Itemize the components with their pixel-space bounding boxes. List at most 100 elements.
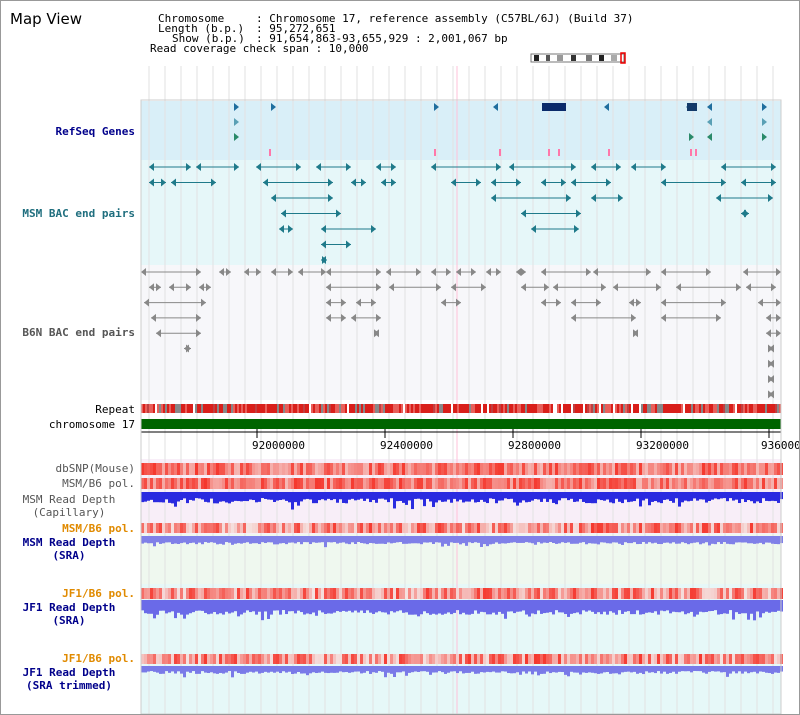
read-depth-bar xyxy=(573,536,576,544)
read-depth-bar xyxy=(585,536,588,545)
track-label-jf1-b6-pol-1[interactable]: JF1/B6 pol. xyxy=(62,587,135,600)
polymorphism-heat-cell xyxy=(264,523,267,533)
polymorphism-heat-cell xyxy=(663,463,666,475)
read-depth-bar xyxy=(402,600,405,613)
track-label-dbsnp[interactable]: dbSNP(Mouse) xyxy=(55,462,135,475)
read-depth-bar xyxy=(258,492,261,502)
polymorphism-heat-cell xyxy=(657,654,660,664)
polymorphism-heat-cell xyxy=(264,463,267,475)
polymorphism-heat-cell xyxy=(519,588,522,599)
polymorphism-heat-cell xyxy=(291,654,294,664)
repeat-segment xyxy=(177,404,179,413)
polymorphism-heat-cell xyxy=(675,654,678,664)
read-depth-bar xyxy=(141,600,144,611)
track-label-msm-bac[interactable]: MSM BAC end pairs xyxy=(22,207,135,220)
read-depth-bar xyxy=(630,492,633,502)
repeat-segment xyxy=(633,404,635,413)
polymorphism-heat-cell xyxy=(423,654,426,664)
msm-bac-pair-end xyxy=(196,163,201,171)
polymorphism-heat-cell xyxy=(717,588,720,599)
polymorphism-heat-cell xyxy=(201,478,204,489)
repeat-segment xyxy=(353,404,355,413)
read-depth-bar xyxy=(345,600,348,612)
repeat-segment xyxy=(305,404,307,413)
polymorphism-heat-cell xyxy=(573,588,576,599)
polymorphism-heat-cell xyxy=(444,463,447,475)
track-label-repeat[interactable]: Repeat xyxy=(95,403,135,416)
read-depth-bar xyxy=(459,600,462,615)
track-label-b6n-bac[interactable]: B6N BAC end pairs xyxy=(22,326,135,339)
read-depth-bar xyxy=(342,666,345,673)
read-depth-bar xyxy=(234,666,237,672)
polymorphism-heat-cell xyxy=(774,478,777,489)
b6n-bac-pair-end xyxy=(629,298,634,307)
read-depth-bar xyxy=(477,666,480,674)
track-label-chromosome[interactable]: chromosome 17 xyxy=(48,418,135,431)
read-depth-bar xyxy=(336,536,339,544)
polymorphism-heat-cell xyxy=(255,478,258,489)
read-depth-bar xyxy=(414,666,417,672)
polymorphism-heat-cell xyxy=(495,588,498,599)
polymorphism-heat-cell xyxy=(465,523,468,533)
b6n-bac-pair-end xyxy=(256,268,261,276)
track-label-msm-read-depth-sra[interactable]: MSM Read Depth (SRA) xyxy=(2,536,136,562)
repeat-segment xyxy=(579,404,581,413)
repeat-segment xyxy=(283,404,285,413)
repeat-segment xyxy=(241,404,243,413)
polymorphism-heat-cell xyxy=(393,588,396,599)
polymorphism-heat-cell xyxy=(702,463,705,475)
read-depth-bar xyxy=(603,666,606,673)
polymorphism-heat-cell xyxy=(639,463,642,475)
b6n-bac-pair-end xyxy=(196,268,201,276)
polymorphism-heat-cell xyxy=(756,654,759,664)
read-depth-bar xyxy=(672,600,675,612)
repeat-segment xyxy=(657,404,659,413)
b6n-bac-pair-end xyxy=(326,298,331,307)
read-depth-bar xyxy=(177,536,180,545)
read-depth-bar xyxy=(762,536,765,545)
read-depth-bar xyxy=(534,492,537,500)
msm-bac-pair-end xyxy=(721,178,726,187)
read-depth-bar xyxy=(309,666,312,674)
read-depth-bar xyxy=(543,492,546,499)
polymorphism-heat-cell xyxy=(141,523,144,533)
polymorphism-heat-cell xyxy=(249,463,252,475)
polymorphism-heat-cell xyxy=(696,463,699,475)
polymorphism-heat-cell xyxy=(546,463,549,475)
read-depth-bar xyxy=(153,536,156,547)
polymorphism-heat-cell xyxy=(162,463,165,475)
repeat-segment xyxy=(483,404,485,413)
polymorphism-heat-cell xyxy=(225,654,228,664)
read-depth-bar xyxy=(774,492,777,502)
track-label-jf1-read-depth-sra[interactable]: JF1 Read Depth (SRA) xyxy=(2,601,136,627)
track-label-refseq[interactable]: RefSeq Genes xyxy=(55,125,135,138)
track-label-msm-b6-pol-1[interactable]: MSM/B6 pol. xyxy=(62,477,135,490)
track-label-msm-read-depth-cap[interactable]: MSM Read Depth (Capillary) xyxy=(2,493,136,519)
track-label-jf1-b6-pol-2[interactable]: JF1/B6 pol. xyxy=(62,652,135,665)
polymorphism-heat-cell xyxy=(384,654,387,664)
read-depth-bar xyxy=(738,492,741,504)
polymorphism-heat-cell xyxy=(690,523,693,533)
read-depth-bar xyxy=(474,536,477,543)
polymorphism-heat-cell xyxy=(336,463,339,475)
polymorphism-heat-cell xyxy=(168,478,171,489)
track-label-msm-b6-pol-2[interactable]: MSM/B6 pol. xyxy=(62,522,135,535)
b6n-bac-pair-end xyxy=(431,268,436,276)
polymorphism-heat-cell xyxy=(300,654,303,664)
read-depth-bar xyxy=(621,492,624,504)
repeat-segment xyxy=(659,404,661,413)
repeat-segment xyxy=(297,404,299,413)
polymorphism-heat-cell xyxy=(252,478,255,489)
track-label-jf1-read-depth-trim[interactable]: JF1 Read Depth (SRA trimmed) xyxy=(2,666,136,692)
polymorphism-heat-cell xyxy=(246,523,249,533)
read-depth-bar xyxy=(243,536,246,543)
read-depth-bar xyxy=(750,492,753,502)
polymorphism-heat-cell xyxy=(306,588,309,599)
polymorphism-heat-cell xyxy=(612,523,615,533)
repeat-segment xyxy=(371,404,373,413)
polymorphism-heat-cell xyxy=(576,478,579,489)
read-depth-bar xyxy=(609,666,612,674)
read-depth-bar xyxy=(381,492,384,499)
read-depth-bar xyxy=(606,492,609,500)
